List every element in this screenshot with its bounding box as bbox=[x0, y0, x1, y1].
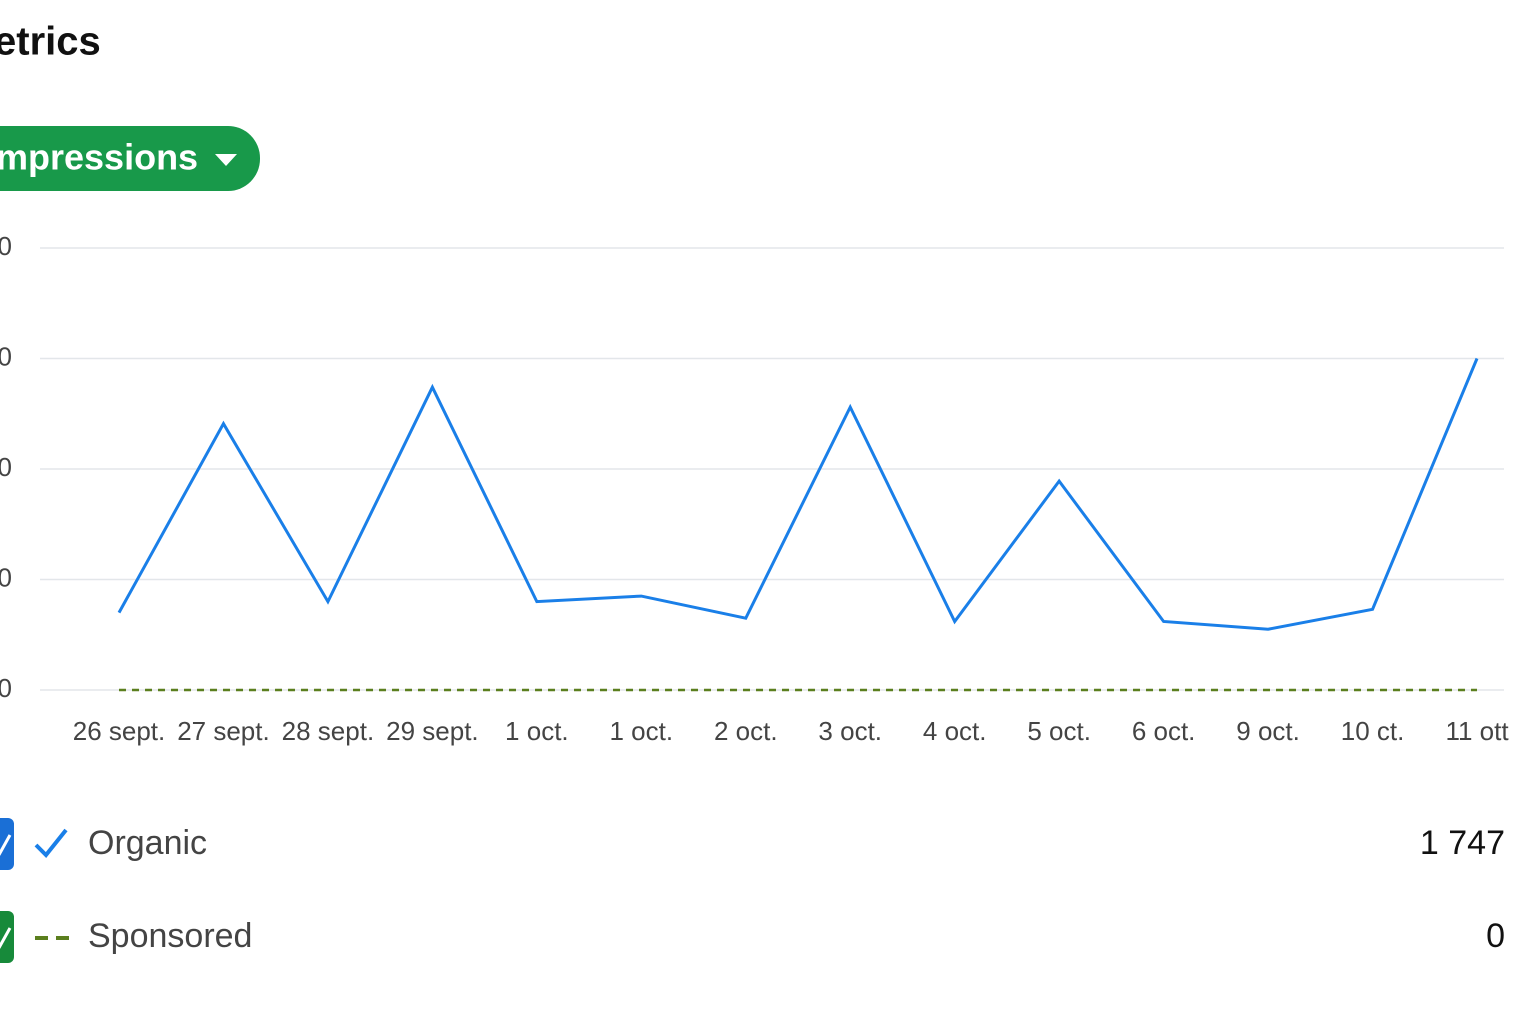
legend-swatch bbox=[34, 828, 68, 858]
x-tick-label: 3 oct. bbox=[818, 716, 882, 746]
legend-checkbox-tick[interactable] bbox=[0, 834, 12, 856]
x-tick-label: 9 oct. bbox=[1236, 716, 1300, 746]
legend-total: 1 747 bbox=[1420, 824, 1505, 862]
y-tick-label: 0 bbox=[0, 341, 12, 371]
x-tick-label: 1 oct. bbox=[505, 716, 569, 746]
x-tick-label: 1 oct. bbox=[610, 716, 674, 746]
dropdown-pill[interactable] bbox=[0, 126, 260, 191]
dropdown-caret[interactable] bbox=[215, 154, 237, 166]
series-line bbox=[117, 357, 1479, 631]
legend-total: 0 bbox=[1486, 917, 1505, 955]
x-tick-label: 4 oct. bbox=[923, 716, 987, 746]
x-tick-label: 11 ott bbox=[1445, 716, 1509, 746]
x-tick-label: 26 sept. bbox=[73, 716, 166, 746]
legend-label: Sponsored bbox=[88, 917, 252, 955]
x-tick-label: 28 sept. bbox=[282, 716, 375, 746]
metric-dropdown[interactable]: mpressions bbox=[0, 126, 260, 191]
section-title: etrics bbox=[0, 20, 101, 64]
dropdown-label[interactable]: mpressions bbox=[0, 137, 198, 178]
x-tick-label: 6 oct. bbox=[1132, 716, 1196, 746]
x-tick-label: 10 ct. bbox=[1341, 716, 1405, 746]
x-tick-label: 2 oct. bbox=[714, 716, 778, 746]
x-tick-label: 29 sept. bbox=[386, 716, 479, 746]
legend-label: Organic bbox=[88, 824, 207, 862]
legend-checkbox-tick[interactable] bbox=[0, 927, 12, 949]
y-tick-label: 0 bbox=[0, 231, 12, 261]
x-tick-label: 5 oct. bbox=[1027, 716, 1091, 746]
y-tick-label: 0 bbox=[0, 452, 12, 482]
legend-checkbox[interactable] bbox=[0, 818, 14, 870]
y-tick-label: 0 bbox=[0, 673, 12, 703]
y-tick-label: 0 bbox=[0, 562, 12, 592]
legend-checkbox[interactable] bbox=[0, 911, 14, 963]
x-tick-label: 27 sept. bbox=[177, 716, 270, 746]
